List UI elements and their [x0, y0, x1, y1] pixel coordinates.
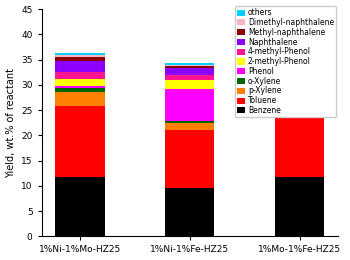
Bar: [275, 66, 324, 77]
Bar: [55, 55, 105, 57]
Bar: [55, 88, 105, 92]
Bar: [275, 34, 324, 56]
Bar: [275, 56, 324, 66]
Bar: [165, 89, 215, 121]
Bar: [165, 130, 215, 188]
Bar: [55, 79, 105, 86]
Y-axis label: Yield, wt.% of reactant: Yield, wt.% of reactant: [6, 68, 15, 178]
Bar: [275, 89, 324, 92]
Bar: [55, 106, 105, 177]
Bar: [275, 24, 324, 27]
Bar: [275, 27, 324, 30]
Bar: [55, 53, 105, 55]
Bar: [55, 57, 105, 61]
Bar: [55, 72, 105, 79]
Bar: [55, 61, 105, 72]
Bar: [275, 177, 324, 236]
Bar: [55, 92, 105, 106]
Bar: [165, 80, 215, 89]
Bar: [165, 65, 215, 66]
Legend: others, Dimethyl-naphthalene, Methyl-naphthalene, Naphthalene, 4-methyl-Phenol, : others, Dimethyl-naphthalene, Methyl-nap…: [235, 6, 336, 117]
Bar: [165, 66, 215, 68]
Bar: [275, 103, 324, 177]
Bar: [165, 123, 215, 130]
Bar: [165, 75, 215, 80]
Bar: [55, 86, 105, 88]
Bar: [165, 121, 215, 123]
Bar: [55, 177, 105, 236]
Bar: [165, 68, 215, 75]
Bar: [275, 92, 324, 103]
Bar: [165, 188, 215, 236]
Bar: [165, 63, 215, 65]
Bar: [275, 30, 324, 34]
Bar: [275, 77, 324, 89]
